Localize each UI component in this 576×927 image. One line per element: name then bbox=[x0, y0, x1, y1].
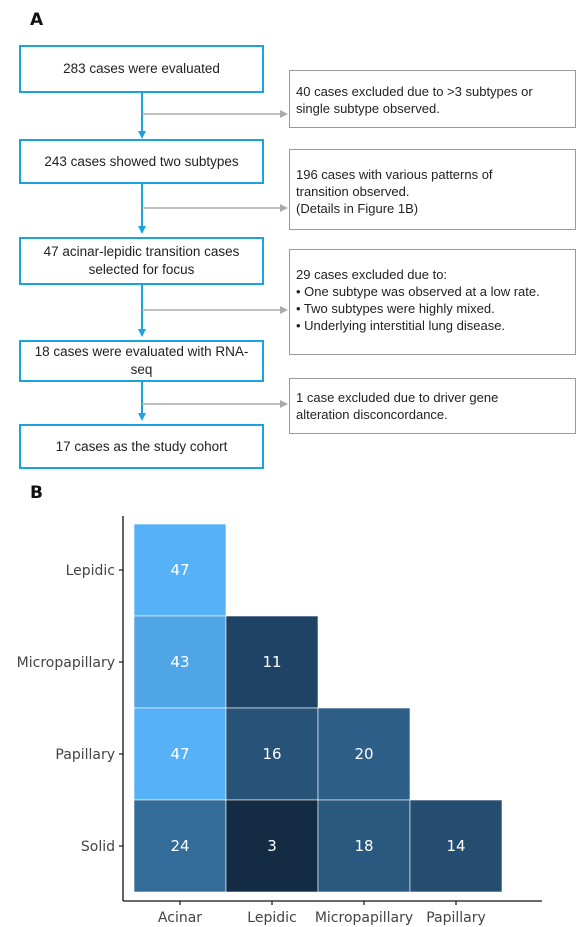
y-tick-label-lepidic: Lepidic bbox=[66, 563, 115, 579]
heatmap-cell-papillary-acinar bbox=[133, 707, 227, 801]
x-tick-label-lepidic: Lepidic bbox=[247, 910, 296, 926]
flow-box-acinar-lepidic-text: 47 acinar-lepidic transition cases selec… bbox=[43, 244, 240, 277]
heatmap-cell-label-solid-micropapillary: 18 bbox=[354, 837, 373, 855]
side-box-4-line-1: 1 case excluded due to driver gene bbox=[296, 390, 499, 405]
heatmap-cell-label-solid-papillary: 14 bbox=[446, 837, 465, 855]
y-tick-label-solid: Solid bbox=[81, 839, 115, 855]
side-box-excluded-subtypes: 40 cases excluded due to >3 subtypes or … bbox=[289, 70, 576, 128]
flow-box-two-subtypes: 243 cases showed two subtypes bbox=[19, 139, 264, 184]
heatmap-cell-label-lepidic-acinar: 47 bbox=[170, 561, 189, 579]
side-box-4-line-2: alteration disconcordance. bbox=[296, 407, 448, 422]
side-box-excluded-driver: 1 case excluded due to driver gene alter… bbox=[289, 378, 576, 434]
heatmap-cell-lepidic-acinar bbox=[133, 523, 227, 617]
side-box-1-line-1: 40 cases excluded due to >3 subtypes or bbox=[296, 84, 533, 99]
panel-b-label: B bbox=[30, 483, 43, 503]
side-box-3-line-1: 29 cases excluded due to: bbox=[296, 267, 448, 282]
panel-a-label: A bbox=[30, 10, 44, 30]
side-box-3-line-4: • Underlying interstitial lung disease. bbox=[296, 318, 506, 333]
flow-box-two-subtypes-text: 243 cases showed two subtypes bbox=[44, 153, 239, 169]
heatmap-cell-micropapillary-lepidic bbox=[225, 615, 319, 709]
side-box-2-line-2: transition observed. bbox=[296, 184, 410, 199]
x-tick-label-micropapillary: Micropapillary bbox=[315, 910, 413, 926]
heatmap-cell-papillary-lepidic bbox=[225, 707, 319, 801]
heatmap-cell-label-micropapillary-acinar: 43 bbox=[170, 653, 189, 671]
heatmap-cell-solid-papillary bbox=[409, 799, 503, 893]
x-tick-label-papillary: Papillary bbox=[426, 910, 486, 926]
heatmap-cell-solid-micropapillary bbox=[317, 799, 411, 893]
flow-box-rna-seq: 18 cases were evaluated with RNA-seq bbox=[19, 340, 264, 382]
side-box-transition-patterns: 196 cases with various patterns of trans… bbox=[289, 149, 576, 230]
flow-connectors bbox=[138, 93, 288, 421]
flow-box-study-cohort-text: 17 cases as the study cohort bbox=[55, 438, 228, 454]
side-box-3-line-3: • Two subtypes were highly mixed. bbox=[296, 301, 495, 316]
side-box-2-line-1: 196 cases with various patterns of bbox=[296, 167, 493, 182]
heatmap-cell-micropapillary-acinar bbox=[133, 615, 227, 709]
flow-box-evaluated: 283 cases were evaluated bbox=[19, 45, 264, 93]
heatmap-cell-solid-acinar bbox=[133, 799, 227, 893]
x-tick-label-acinar: Acinar bbox=[158, 910, 202, 926]
heatmap-cell-label-solid-acinar: 24 bbox=[170, 837, 189, 855]
side-flow-arrows bbox=[142, 110, 288, 408]
heatmap-cell-label-solid-lepidic: 3 bbox=[267, 837, 277, 855]
heatmap-cell-label-papillary-micropapillary: 20 bbox=[354, 745, 373, 763]
heatmap-cell-papillary-micropapillary bbox=[317, 707, 411, 801]
heatmap-cell-label-micropapillary-lepidic: 11 bbox=[262, 653, 281, 671]
side-box-3-line-2: • One subtype was observed at a low rate… bbox=[296, 284, 540, 299]
flow-box-evaluated-text: 283 cases were evaluated bbox=[63, 61, 220, 76]
side-box-2-line-3: (Details in Figure 1B) bbox=[296, 201, 419, 216]
heatmap-cell-label-papillary-lepidic: 16 bbox=[262, 745, 281, 763]
flow-box-study-cohort: 17 cases as the study cohort bbox=[19, 424, 264, 469]
y-tick-label-micropapillary: Micropapillary bbox=[17, 655, 115, 671]
side-box-1-line-2: single subtype observed. bbox=[296, 101, 440, 116]
y-tick-label-papillary: Papillary bbox=[55, 747, 115, 763]
flow-box-rna-seq-text: 18 cases were evaluated with RNA-seq bbox=[34, 344, 249, 377]
heatmap-cell-solid-lepidic bbox=[225, 799, 319, 893]
flow-box-acinar-lepidic: 47 acinar-lepidic transition cases selec… bbox=[19, 237, 264, 285]
side-box-excluded-29: 29 cases excluded due to: • One subtype … bbox=[289, 249, 576, 355]
heatmap-cell-label-papillary-acinar: 47 bbox=[170, 745, 189, 763]
